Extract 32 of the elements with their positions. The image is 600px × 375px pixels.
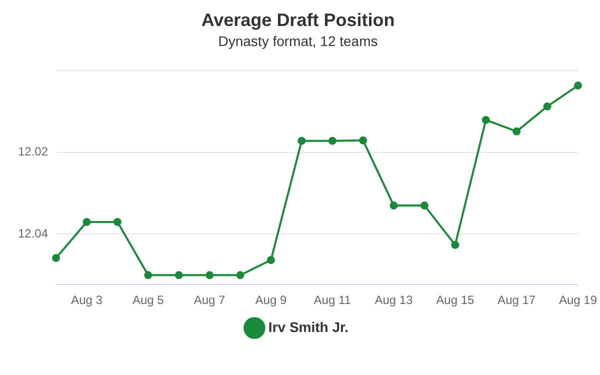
x-tick-label: Aug 5 bbox=[132, 293, 164, 308]
point bbox=[512, 127, 521, 136]
point bbox=[174, 271, 183, 280]
point bbox=[113, 218, 122, 226]
x-tick-label: Aug 11 bbox=[314, 293, 352, 308]
x-tick-label: Aug 9 bbox=[255, 293, 287, 308]
point bbox=[236, 271, 244, 280]
point bbox=[574, 82, 582, 90]
point bbox=[266, 256, 275, 264]
x-tick-label: Aug 7 bbox=[194, 293, 226, 308]
x-tick-label: Aug 17 bbox=[498, 293, 536, 308]
point bbox=[144, 271, 152, 280]
point bbox=[328, 136, 336, 145]
x-tick-label: Aug 13 bbox=[374, 293, 414, 308]
point bbox=[390, 202, 398, 210]
point bbox=[298, 136, 306, 145]
chart-title: Average Draft Position bbox=[201, 10, 395, 30]
point bbox=[206, 271, 214, 280]
legend-label: Irv Smith Jr. bbox=[268, 318, 349, 335]
x-tick-label: Aug 19 bbox=[558, 293, 598, 308]
point bbox=[420, 202, 428, 210]
y-tick-label: 12.04 bbox=[18, 226, 48, 241]
y-tick-label: 12.02 bbox=[18, 144, 48, 159]
point bbox=[82, 218, 91, 226]
point bbox=[482, 116, 490, 124]
chart-subtitle: Dynasty format, 12 teams bbox=[218, 32, 378, 49]
x-tick-label: Aug 15 bbox=[436, 293, 475, 308]
point bbox=[543, 102, 552, 110]
point bbox=[359, 136, 368, 144]
point bbox=[52, 254, 60, 262]
x-tick-label: Aug 3 bbox=[71, 293, 103, 308]
point bbox=[451, 240, 460, 249]
